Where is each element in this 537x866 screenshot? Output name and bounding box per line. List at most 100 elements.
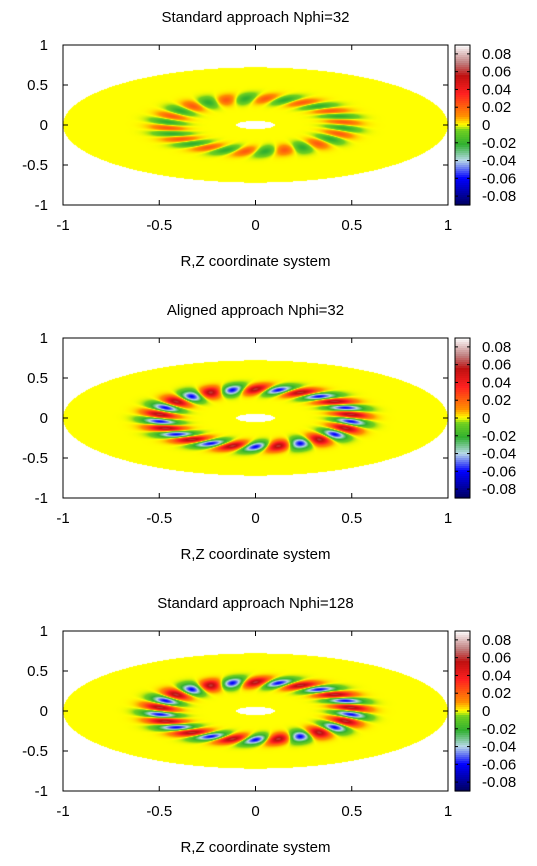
colorbar-band	[455, 669, 470, 672]
colorbar-band	[455, 472, 470, 475]
colorbar-band	[455, 671, 470, 674]
colorbar-band	[455, 701, 470, 704]
colorbar-band	[455, 388, 470, 391]
colorbar-band	[455, 356, 470, 359]
colorbar-tick-label: -0.02	[482, 135, 516, 152]
colorbar-band	[455, 689, 470, 692]
y-tick-label: 0	[40, 117, 48, 134]
colorbar-band	[455, 370, 470, 373]
colorbar-band	[455, 163, 470, 166]
colorbar-band	[455, 45, 470, 48]
x-tick-label: -1	[56, 510, 69, 527]
colorbar-band	[455, 402, 470, 405]
x-tick-label: 0	[251, 803, 259, 820]
colorbar-band	[455, 631, 470, 634]
colorbar-band	[455, 496, 470, 499]
x-tick-label: 0	[251, 217, 259, 234]
colorbar-band	[455, 177, 470, 180]
colorbar-band	[455, 635, 470, 638]
colorbar-band	[455, 408, 470, 411]
heatmap-field	[63, 631, 448, 791]
colorbar-band	[455, 390, 470, 393]
colorbar-tick-label: 0.06	[482, 357, 511, 374]
colorbar-band	[455, 97, 470, 100]
colorbar-tick-label: -0.04	[482, 153, 516, 170]
colorbar-band	[455, 719, 470, 722]
x-tick-label: -0.5	[146, 803, 172, 820]
colorbar-band	[455, 673, 470, 676]
colorbar-band	[455, 79, 470, 82]
colorbar-band	[455, 753, 470, 756]
colorbar-band	[455, 362, 470, 365]
y-tick-label: 0.5	[27, 370, 48, 387]
colorbar-band	[455, 715, 470, 718]
colorbar-band	[455, 773, 470, 776]
colorbar-band	[455, 657, 470, 660]
colorbar-band	[455, 737, 470, 740]
colorbar-band	[455, 665, 470, 668]
colorbar-band	[455, 157, 470, 160]
colorbar-band	[455, 440, 470, 443]
colorbar-band	[455, 63, 470, 66]
chart-svg: Aligned approach Nphi=32 -1 -0.5 0 0.5 1 1 0.5 0…	[22, 302, 516, 563]
colorbar-band	[455, 179, 470, 182]
colorbar-band	[455, 448, 470, 451]
colorbar-band	[455, 667, 470, 670]
colorbar-band	[455, 107, 470, 110]
colorbar-band	[455, 775, 470, 778]
colorbar-band	[455, 709, 470, 712]
colorbar-band	[455, 400, 470, 403]
colorbar-band	[455, 137, 470, 140]
colorbar-tick-label: -0.04	[482, 739, 516, 756]
y-tick-label: -0.5	[22, 450, 48, 467]
colorbar-tick-label: -0.04	[482, 446, 516, 463]
colorbar-band	[455, 185, 470, 188]
colorbar-band	[455, 95, 470, 98]
colorbar-band	[455, 653, 470, 656]
colorbar-band	[455, 679, 470, 682]
colorbar-band	[455, 458, 470, 461]
colorbar-tick-label: -0.06	[482, 170, 516, 187]
colorbar-band	[455, 103, 470, 106]
colorbar-band	[455, 723, 470, 726]
colorbar-band	[455, 404, 470, 407]
colorbar-band	[455, 346, 470, 349]
colorbar-band	[455, 394, 470, 397]
chart-panel-1: Standard approach Nphi=32 -1 -0.5 0 0.5 1 1 0.5…	[0, 0, 537, 280]
x-tick-label: -1	[56, 217, 69, 234]
colorbar-band	[455, 105, 470, 108]
colorbar-band	[455, 637, 470, 640]
colorbar-band	[455, 143, 470, 146]
colorbar-band	[455, 410, 470, 413]
colorbar-tick-label: 0.04	[482, 81, 511, 98]
y-tick-label: 1	[40, 37, 48, 54]
colorbar-band	[455, 384, 470, 387]
heatmap-field	[63, 45, 448, 205]
colorbar-band	[455, 83, 470, 86]
y-tick-label: 1	[40, 623, 48, 640]
colorbar-band	[455, 480, 470, 483]
colorbar-band	[455, 59, 470, 62]
colorbar-band	[455, 691, 470, 694]
colorbar-band	[455, 729, 470, 732]
colorbar-band	[455, 769, 470, 772]
colorbar-band	[455, 374, 470, 377]
colorbar-band	[455, 488, 470, 491]
colorbar-band	[455, 426, 470, 429]
colorbar-band	[455, 189, 470, 192]
colorbar-band	[455, 717, 470, 720]
colorbar-band	[455, 165, 470, 168]
colorbar-band	[455, 342, 470, 345]
x-tick-label: 0	[251, 510, 259, 527]
colorbar-band	[455, 705, 470, 708]
colorbar-band	[455, 645, 470, 648]
colorbar-band	[455, 360, 470, 363]
colorbar-band	[455, 344, 470, 347]
colorbar-band	[455, 456, 470, 459]
colorbar-band	[455, 171, 470, 174]
y-tick-label: -1	[35, 197, 48, 214]
colorbar-tick-label: 0.04	[482, 374, 511, 391]
colorbar-tick-label: 0.02	[482, 392, 511, 409]
colorbar-band	[455, 763, 470, 766]
colorbar-band	[455, 125, 470, 128]
